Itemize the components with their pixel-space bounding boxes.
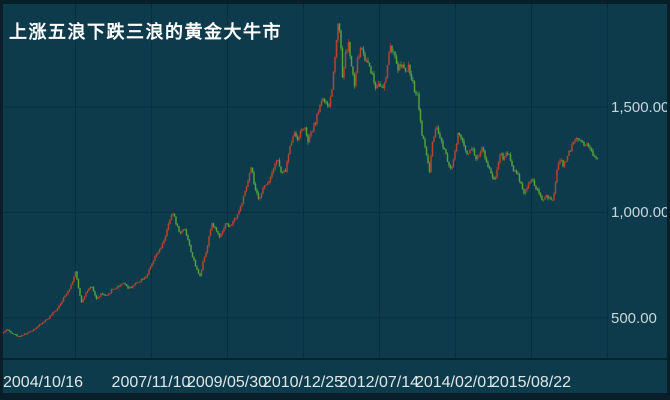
x-axis-line	[3, 358, 667, 360]
x-axis-label: 2004/10/16	[3, 374, 84, 391]
x-axis-label: 2012/07/14	[338, 374, 420, 391]
y-axis-label: 500.00	[611, 309, 657, 327]
x-axis-label: 2010/12/25	[262, 374, 344, 391]
candlestick-chart	[3, 4, 608, 358]
y-axis-label: 1,500.00	[611, 98, 667, 116]
x-axis-label: 2015/08/22	[490, 374, 572, 391]
x-axis-label: 2007/11/10	[111, 374, 191, 391]
y-axis-label: 1,000.00	[611, 204, 667, 222]
plot-area: 上涨五浪下跌三浪的黄金大牛市 1,500.00 1,000.00 500.00 …	[3, 4, 667, 393]
x-axis-label: 2009/05/30	[186, 374, 268, 391]
chart-title: 上涨五浪下跌三浪的黄金大牛市	[9, 22, 282, 42]
x-axis-label: 2014/02/01	[414, 374, 496, 391]
